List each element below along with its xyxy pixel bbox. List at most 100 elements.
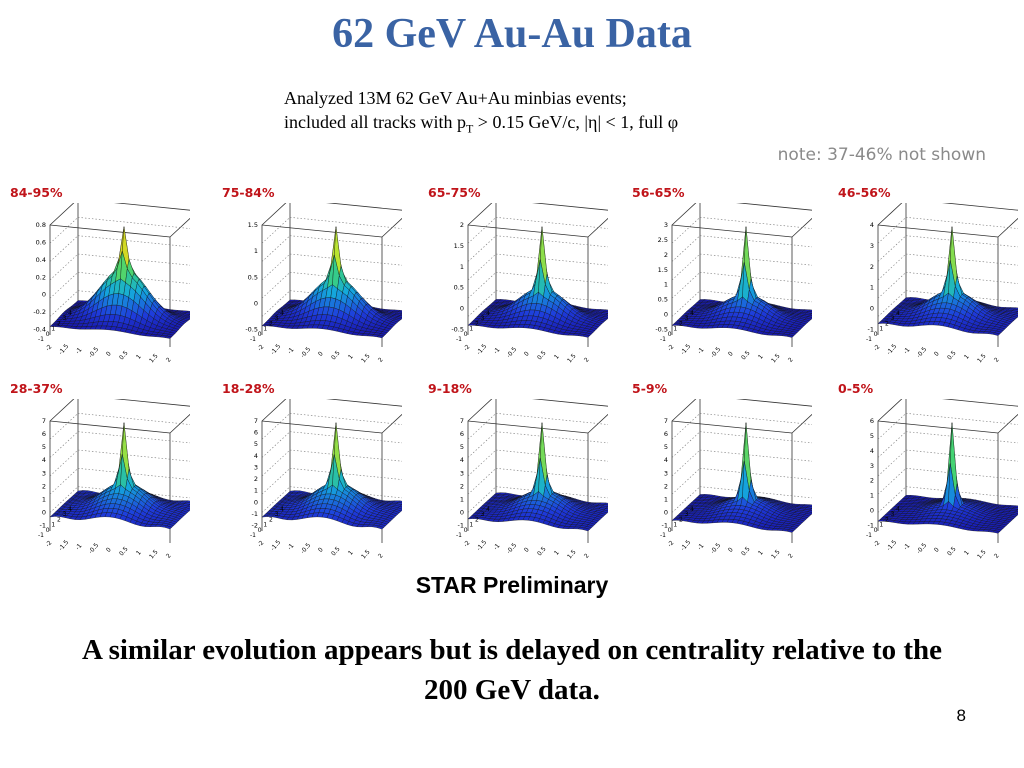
y-tick-label: 3 — [275, 511, 279, 518]
z-tick-label: 5 — [870, 432, 874, 440]
z-axis-ticks: 7 6 5 4 3 2 1 0 -1 -2 — [252, 417, 258, 530]
z-tick-label: -1 — [40, 522, 46, 530]
description-line-1: Analyzed 13M 62 GeV Au+Au minbias events… — [284, 88, 627, 108]
z-tick-label: 0.8 — [36, 221, 46, 229]
z-tick-label: 7 — [254, 417, 258, 425]
x-tick-label: 0 — [105, 350, 113, 358]
x-tick-label: -0.5 — [87, 542, 100, 556]
z-tick-label: 1 — [460, 263, 464, 271]
z-tick-label: 4 — [42, 456, 46, 464]
correlation-panel: 56-65% 3 2.5 2 1.5 1 0.5 0 -0.5 -2 -1.5 -1 -0.5 0 0.5 1… — [632, 185, 822, 365]
correlation-panel: 18-28% 7 6 5 4 3 2 1 0 -1 -2 -2 -1.5 -1 -0.5 0 0.5 1 1.5 2 4… — [222, 381, 412, 561]
x-tick-label: 0.5 — [946, 545, 958, 557]
z-tick-label: 2 — [870, 477, 874, 485]
z-tick-label: 3 — [870, 242, 874, 250]
x-tick-label: 0.5 — [740, 349, 752, 361]
description-line-2: included all tracks with pT > 0.15 GeV/c… — [284, 110, 844, 141]
y-tick-label: 1 — [469, 522, 473, 529]
z-tick-label: 6 — [42, 430, 46, 438]
x-tick-label: -2 — [44, 539, 53, 548]
z-tick-label: 0.5 — [658, 296, 668, 304]
z-tick-label: 0 — [460, 508, 464, 516]
slide-title: 62 GeV Au-Au Data — [332, 11, 692, 57]
z-tick-label: -1 — [868, 522, 874, 530]
x-axis-ticks: -2 -1.5 -1 -0.5 0 0.5 1 1.5 2 — [666, 539, 795, 561]
x-tick-label: -1 — [902, 542, 911, 551]
y-tick-label: 0 — [668, 331, 672, 338]
correlation-panel: 0-5% 6 5 4 3 2 1 0 -1 -2 -1.5 -1 -0.5 0 0.5 1 1.5 2 4 3 2 1 0-… — [838, 381, 1024, 561]
z-axis-ticks: 4 3 2 1 0 -1 — [868, 221, 874, 334]
x-tick-label: 0.5 — [330, 349, 342, 361]
x-tick-label: 0 — [523, 546, 531, 554]
y-tick-label: 3 — [63, 511, 67, 518]
z-tick-label: 1 — [870, 492, 874, 500]
x-tick-label: 1 — [553, 549, 561, 557]
surface-mesh — [671, 422, 812, 533]
y-tick-label: 4 — [486, 506, 490, 513]
z-tick-label: 4 — [460, 456, 464, 464]
centrality-label: 56-65% — [632, 185, 685, 200]
x-tick-label: -1.5 — [679, 539, 692, 553]
correlation-panel: 84-95% 0.8 0.6 0.4 0.2 0 -0.2 -0.4 -2 -1.5 -1 -0.5 0… — [10, 185, 200, 365]
z-tick-label: 0.4 — [36, 256, 46, 264]
x-tick-label: -1 — [492, 346, 501, 355]
x-tick-label: -2 — [666, 343, 675, 352]
x-tick-label: -0.5 — [709, 346, 722, 360]
x-tick-label: -1 — [286, 346, 295, 355]
y-tick-label: 0 — [46, 527, 50, 534]
x-tick-label: 2 — [583, 552, 591, 560]
centrality-label: 75-84% — [222, 185, 275, 200]
correlation-panel: 5-9% 7 6 5 4 3 2 1 0 -1 -2 -1.5 -1 -0.5 0 0.5 1 1.5 2 4 3 2 1 0… — [632, 381, 822, 561]
z-tick-label: 0 — [42, 508, 46, 516]
y-tick-label: 2 — [475, 320, 479, 327]
x-tick-label: 1 — [553, 353, 561, 361]
x-tick-label: 0.5 — [118, 545, 130, 557]
x-tick-label: 0 — [933, 350, 941, 358]
y-tick-label: -1 — [660, 532, 666, 539]
y-tick-label: 1 — [51, 326, 55, 333]
x-axis-ticks: -2 -1.5 -1 -0.5 0 0.5 1 1.5 2 — [44, 343, 173, 365]
x-tick-label: -2 — [462, 539, 471, 548]
note-text: note: 37-46% not shown — [777, 145, 986, 165]
z-tick-label: 3 — [870, 462, 874, 470]
z-tick-label: -0.5 — [451, 326, 464, 334]
x-tick-label: 1 — [347, 549, 355, 557]
y-tick-label: 3 — [275, 315, 279, 322]
z-tick-label: 3 — [42, 469, 46, 477]
x-tick-label: -0.5 — [299, 542, 312, 556]
y-tick-label: -1 — [38, 532, 44, 539]
x-tick-label: 0 — [933, 546, 941, 554]
y-tick-label: 0 — [464, 527, 468, 534]
centrality-label: 9-18% — [428, 381, 472, 396]
surface-mesh — [261, 226, 402, 339]
z-tick-label: 7 — [460, 417, 464, 425]
x-tick-label: -2 — [44, 343, 53, 352]
x-tick-label: 1.5 — [360, 548, 372, 560]
z-tick-label: 0.6 — [36, 238, 46, 246]
z-tick-label: 4 — [664, 456, 668, 464]
x-tick-label: 0.5 — [536, 545, 548, 557]
z-tick-label: -0.5 — [655, 326, 668, 334]
x-tick-label: 1.5 — [148, 548, 160, 560]
plot-box — [877, 399, 1018, 543]
y-tick-label: 2 — [475, 516, 479, 523]
x-tick-label: 1 — [347, 353, 355, 361]
x-tick-label: -1 — [902, 346, 911, 355]
z-tick-label: 1 — [664, 281, 668, 289]
surface-plot: 32.521.510.50-0.5-2 -1.5 -1 -0.5 0 0.5 1 1.5 243… — [655, 203, 812, 364]
x-tick-label: 1 — [963, 549, 971, 557]
z-tick-label: 1.5 — [454, 242, 464, 250]
y-tick-label: 1 — [673, 522, 677, 529]
x-tick-label: -0.5 — [505, 542, 518, 556]
correlation-panel: 75-84% 1.5 1 0.5 0 -0.5 -2 -1.5 -1 -0.5 0 0.5 1 1.5 2 4… — [222, 185, 412, 365]
z-tick-label: 1 — [42, 495, 46, 503]
x-tick-label: 2 — [993, 552, 1001, 560]
x-axis-ticks: -2 -1.5 -1 -0.5 0 0.5 1 1.5 2 — [462, 343, 591, 365]
y-tick-label: 2 — [679, 516, 683, 523]
z-tick-label: 0.5 — [248, 273, 258, 281]
z-axis-ticks: 6 5 4 3 2 1 0 -1 — [868, 417, 874, 530]
x-tick-label: -2 — [872, 539, 881, 548]
